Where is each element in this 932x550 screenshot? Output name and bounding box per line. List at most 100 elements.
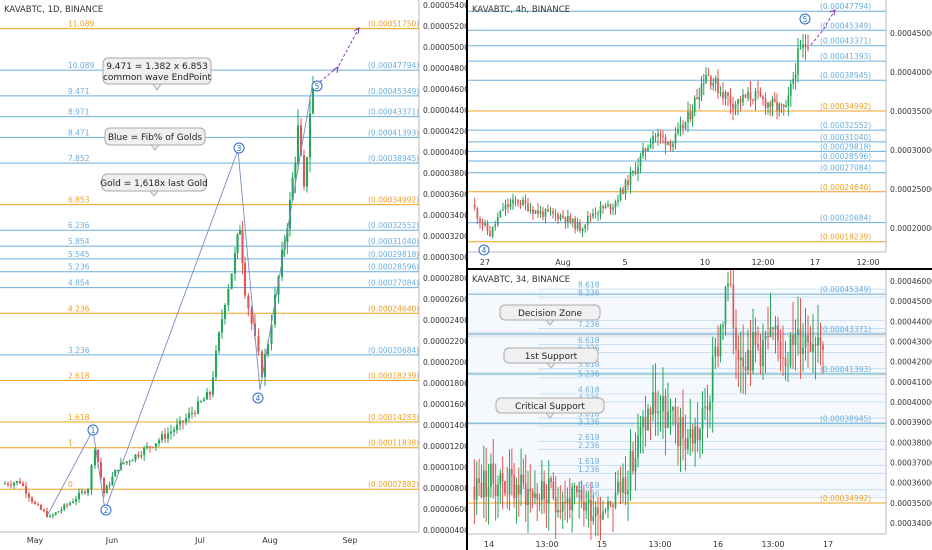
m34-candle — [487, 487, 490, 497]
m34-candle — [559, 510, 562, 512]
y-tick-label: 0.00045000 — [890, 29, 932, 38]
y-tick-label: 0.00003400 — [423, 211, 466, 220]
chart-title: KAVABTC, 4h, BINANCE — [472, 5, 570, 15]
m34-candle — [506, 493, 509, 495]
m34-candle — [568, 498, 571, 511]
h4-candle — [669, 141, 672, 147]
h4-candle — [659, 133, 662, 136]
h4-candle — [702, 83, 705, 85]
y-tick-label: 0.00002600 — [423, 295, 466, 304]
daily-candle — [102, 477, 106, 494]
chart-panel-34m[interactable]: 0.00046000 0.00045000 0.00044000 0.00043000… — [468, 270, 932, 550]
m34-candle — [550, 478, 552, 482]
daily-candle — [305, 157, 309, 187]
m34-candle — [554, 498, 557, 513]
m34-candle — [659, 411, 662, 413]
m34-candle — [634, 457, 637, 472]
daily-candle — [243, 263, 247, 296]
h4-candle — [717, 78, 719, 94]
y-tick-label: 0.00004400 — [423, 106, 466, 115]
m34-candle — [547, 478, 550, 504]
m34-candle — [684, 437, 687, 449]
fib-value-label: (0.00028596) — [368, 263, 419, 272]
h4-candle — [507, 204, 509, 208]
x-tick-label: 27 — [480, 258, 490, 267]
h4-candle — [614, 201, 617, 208]
daily-candle — [236, 234, 239, 254]
fib-value-label: (0.00024640) — [820, 183, 871, 192]
daily-candle — [105, 485, 108, 494]
h4-candle — [632, 170, 634, 173]
h4-candle — [532, 209, 534, 214]
h4-candle — [677, 128, 679, 134]
daily-candle — [291, 177, 294, 200]
daily-candle — [273, 294, 277, 325]
daily-candle — [137, 454, 140, 457]
h4-candle — [559, 215, 562, 220]
h4-candle — [594, 213, 597, 215]
m34-candle — [804, 335, 807, 348]
fib-ratio-label: 8.471 — [68, 128, 90, 137]
m34-candle — [762, 339, 764, 367]
h4-candle — [476, 208, 479, 219]
annotation-wave-endpoint-pointer — [152, 83, 162, 91]
fib-ratio-label: 3.236 — [68, 346, 90, 355]
fib-value-label: (0.00027084) — [368, 279, 419, 288]
y-tick-label: 0.00002200 — [423, 337, 466, 346]
y-tick-label: 0.00004800 — [423, 64, 466, 73]
daily-candle — [220, 319, 224, 333]
daily-candle — [96, 449, 100, 463]
y-tick-label: 0.00002800 — [423, 274, 466, 283]
daily-candle — [111, 476, 114, 485]
daily-candle — [178, 420, 182, 425]
fib-value-label: (0.00031040) — [368, 237, 419, 246]
y-tick-label: 0.00046000 — [890, 277, 932, 286]
m34-candle — [497, 484, 499, 496]
fib-ratio-label: 7.852 — [68, 154, 90, 163]
daily-candle — [296, 125, 300, 163]
chart-panel-4h[interactable]: 0.00045000 0.00040000 0.00035000 0.00030000… — [468, 0, 932, 268]
chart-panel-1d[interactable]: 0.00005400 0.00005200 0.00005000 0.00004800… — [0, 0, 466, 550]
m34-candle — [789, 334, 792, 366]
h4-candle — [729, 96, 732, 104]
h4-candle — [642, 148, 644, 156]
m34-candle — [719, 327, 722, 357]
h4-candle — [712, 83, 715, 86]
y-tick-label: 0.00005000 — [423, 43, 466, 52]
m34-candle — [585, 503, 588, 511]
daily-candle — [196, 401, 200, 414]
m34-candle — [709, 401, 711, 411]
h4-candle — [654, 136, 657, 138]
m34-candle — [679, 417, 682, 447]
elliott-wave-path — [47, 86, 313, 515]
chart-title: KAVABTC, 34, BINANCE — [472, 275, 570, 285]
h4-candle — [649, 144, 652, 148]
m34-candle — [662, 395, 664, 412]
fib-ratio-label: 4.854 — [68, 279, 90, 288]
zone-label-decision: Decision Zone — [518, 309, 583, 319]
m34-candle — [480, 482, 483, 498]
m34-candle — [639, 427, 642, 436]
fib-ratio-label: 6.236 — [68, 221, 90, 230]
daily-candle — [27, 493, 31, 498]
wave-label-4: 4 — [256, 394, 261, 403]
fib-value-label: (0.00041393) — [820, 52, 871, 61]
h4-candle — [574, 218, 576, 229]
m34-candle — [622, 477, 624, 493]
h4-candle — [597, 213, 599, 215]
m34-candle — [529, 488, 532, 492]
panel-divider-vertical[interactable] — [466, 0, 468, 550]
m34-candle — [677, 424, 679, 447]
wave-label-4-circle — [252, 392, 264, 404]
h4-candle — [749, 91, 752, 100]
h4-candle — [527, 203, 529, 211]
panel-divider-horizontal[interactable] — [468, 268, 932, 270]
h4-candle — [794, 74, 797, 79]
wave-label-1: 1 — [91, 426, 96, 435]
h4-candle — [542, 211, 544, 217]
h4-candle — [534, 210, 537, 214]
y-tick-label: 0.00002000 — [423, 358, 466, 367]
h4-candle — [589, 215, 592, 217]
wave-label-1-circle — [87, 424, 99, 436]
